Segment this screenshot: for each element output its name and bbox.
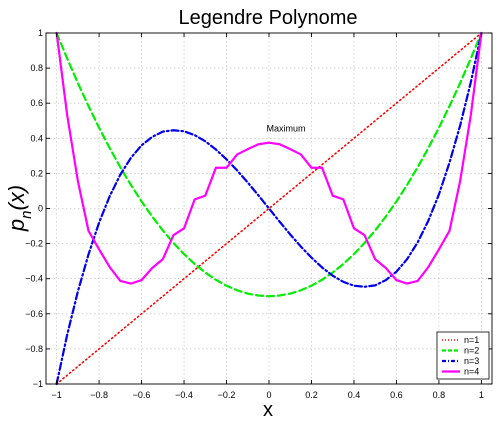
y-axis-label-argument: (x) (4, 185, 29, 211)
y-tick-label: −1 (33, 379, 43, 389)
y-tick-label: −0.6 (25, 309, 43, 319)
legend-label-n=4: n=4 (464, 367, 479, 377)
y-axis-label-main: p (4, 219, 29, 232)
y-tick-label: 0.6 (30, 98, 43, 108)
y-tick-label: 0.8 (30, 63, 43, 73)
series-line-n=3 (55, 31, 483, 386)
annotation-text: Maximum (266, 123, 305, 133)
x-tick-label: −0.4 (175, 390, 193, 400)
plot-lines (55, 31, 483, 386)
x-tick-label: −0.2 (218, 390, 236, 400)
annotations: Maximum (266, 123, 305, 133)
x-tick-label: −1 (51, 390, 61, 400)
x-tick-label: 1 (479, 390, 484, 400)
y-tick-labels: −1 −0.8 −0.6 −0.4 −0.2 0 0.2 0.4 0.6 0.8 1 (25, 28, 43, 389)
legend: n=1n=2n=3n=4 (436, 331, 490, 380)
series-line-n=4 (55, 31, 483, 285)
y-tick-label: −0.2 (25, 239, 43, 249)
series-line-n=2 (55, 31, 483, 298)
svg-text:pn(x): pn(x) (4, 185, 35, 232)
axis-ticks (46, 32, 492, 385)
x-tick-label: 0.4 (348, 390, 361, 400)
y-tick-label: 0.4 (30, 133, 43, 143)
grid (46, 32, 492, 385)
x-tick-label: 0.8 (433, 390, 446, 400)
y-tick-label: −0.8 (25, 344, 43, 354)
y-axis-label: pn(x) (4, 185, 35, 232)
series-line-n=1 (55, 32, 483, 385)
legend-label-n=3: n=3 (464, 356, 479, 366)
y-tick-label: −0.4 (25, 274, 43, 284)
x-tick-label: −0.8 (90, 390, 108, 400)
x-tick-label: 0.2 (305, 390, 318, 400)
y-axis-label-subscript: n (18, 211, 35, 219)
legend-label-n=2: n=2 (464, 346, 479, 356)
x-tick-label: −0.6 (133, 390, 151, 400)
x-tick-labels: −1 −0.8 −0.6 −0.4 −0.2 0 0.2 0.4 0.6 0.8 1 (51, 390, 483, 400)
x-tick-label: 0.6 (390, 390, 403, 400)
chart-title: Legendre Polynome (178, 7, 357, 29)
x-axis-label: x (263, 399, 273, 421)
y-tick-label: 0 (38, 204, 43, 214)
y-tick-label: 0.2 (30, 168, 43, 178)
legend-label-n=1: n=1 (464, 335, 479, 345)
x-tick-label: 0 (266, 390, 271, 400)
y-tick-label: 1 (38, 28, 43, 38)
